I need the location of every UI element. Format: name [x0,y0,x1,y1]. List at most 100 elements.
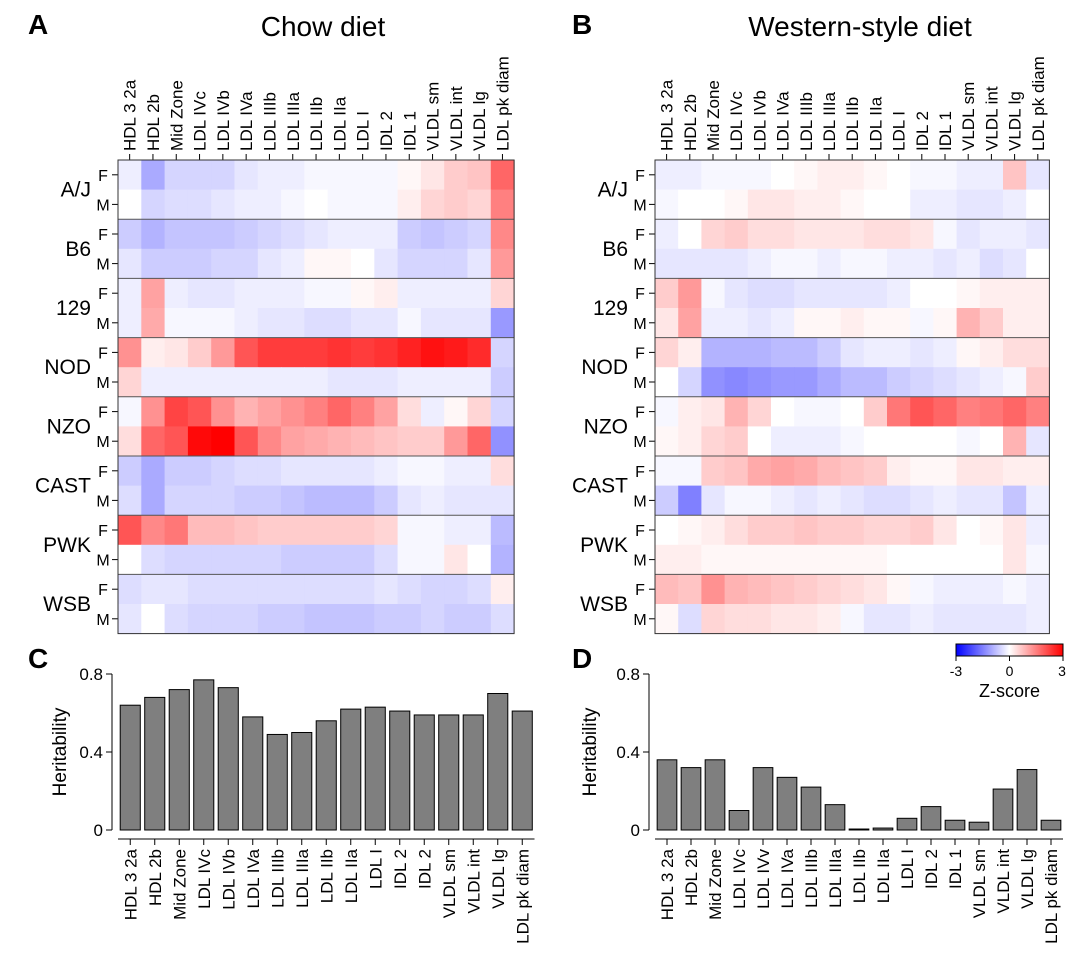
bar-idl-2 [413,714,435,831]
cell-nzo-f-ldl-ivb [211,396,235,427]
strain-label: NOD [581,356,628,379]
cell-b6-m-vldl-int [444,248,468,279]
strain-label: NOD [44,356,91,379]
cell-wsb-m-mid-zone [701,604,726,635]
cell-b6-f-ldl-pk-diam [1026,219,1050,250]
bar-mid-zone [704,759,726,831]
cell-nod-f-ldl-pk-diam [1026,337,1050,368]
x-tick-label: LDL IVc [195,849,214,909]
cell-cast-f-vldl-int [444,456,468,487]
cell-a-j-m-vldl-lg [1003,189,1027,220]
cell-129-m-idl-1 [933,308,958,339]
bar-ldl-ivv [752,767,774,831]
cell-nzo-f-mid-zone [701,396,726,427]
column-label: LDL I [354,111,373,151]
cell-cast-f-hdl-2b [678,456,702,487]
heatmap-title: Western-style diet [748,11,972,42]
cell-pwk-m-ldl-pk-diam [1026,544,1050,575]
cell-pwk-f-ldl-iiia [817,515,842,546]
cell-cast-f-ldl-ivc [187,456,212,487]
heatmap-cells [655,160,1050,635]
x-tick-label: LDL IVb [219,849,238,910]
cell-129-f-ldl-iib [304,278,329,309]
x-tick-label: HDL 3 2a [121,848,140,920]
cell-129-m-ldl-iiia [817,308,842,339]
column-label: LDL IIa [866,96,885,151]
cell-nod-m-ldl-iib [304,367,329,398]
cell-nod-m-ldl-pk-diam [490,367,515,398]
cell-cast-f-hdl-2b [141,456,166,487]
strain-label: PWK [43,534,91,557]
cell-cast-m-idl-2 [374,485,399,516]
strain-label: CAST [572,475,628,498]
cell-129-m-vldl-sm [420,308,445,339]
cell-wsb-f-ldl-iiib [257,574,282,605]
cell-pwk-m-ldl-iia [863,544,888,575]
cell-nzo-m-vldl-sm [956,426,981,457]
x-tick-label: LDL pk diam [513,849,532,944]
cell-nod-f-hdl-2b [678,337,702,368]
cell-nod-f-vldl-int [979,337,1004,368]
cell-pwk-m-ldl-i [351,544,375,575]
x-tick-label: LDL IVv [754,849,773,909]
cell-129-m-hdl-2b [141,308,166,339]
cell-nod-m-ldl-ivb [211,367,235,398]
cell-wsb-f-ldl-ivc [724,574,749,605]
cell-nod-m-mid-zone [701,367,726,398]
bar-ldl-ivc [728,810,750,831]
cell-nod-m-vldl-sm [420,367,445,398]
cell-pwk-f-hdl-3-2a [655,515,679,546]
cell-cast-f-ldl-ivc [724,456,749,487]
cell-cast-f-ldl-i [351,456,375,487]
cell-pwk-m-idl-1 [397,544,422,575]
bar-idl-1 [944,819,966,831]
cell-b6-m-ldl-iia [863,248,888,279]
cell-pwk-m-ldl-ivb [747,544,772,575]
cell-b6-m-ldl-ivc [187,248,212,279]
cell-a-j-m-ldl-ivb [747,189,772,220]
cell-cast-m-vldl-int [979,485,1004,516]
sex-label: M [96,197,109,214]
bar-hdl-2b [680,767,702,831]
x-tick-label: IDL 1 [946,849,965,889]
cell-129-m-ldl-iib [304,308,329,339]
x-tick-label: LDL IIb [850,849,869,903]
cell-a-j-m-ldl-iiib [257,189,282,220]
cell-129-m-mid-zone [701,308,726,339]
cell-pwk-f-ldl-pk-diam [490,515,515,546]
cell-b6-f-idl-2 [374,219,399,250]
cell-b6-f-ldl-iiia [817,219,842,250]
cell-a-j-f-ldl-iia [327,160,352,191]
cell-nod-m-vldl-sm [956,367,981,398]
cell-b6-m-ldl-iva [234,248,259,279]
cell-pwk-m-ldl-iib [304,544,329,575]
cell-129-f-ldl-iva [771,278,795,309]
bar-hdl-2b [144,696,166,831]
cell-129-m-ldl-iiia [281,308,305,339]
column-label: LDL IIIb [260,92,279,151]
cell-129-m-ldl-i [351,308,375,339]
cell-a-j-m-ldl-iib [840,189,865,220]
sex-label: M [633,612,646,629]
cell-nod-m-idl-2 [910,367,934,398]
cell-pwk-m-ldl-pk-diam [490,544,515,575]
cell-nzo-m-hdl-3-2a [655,426,679,457]
cell-129-f-ldl-iib [840,278,865,309]
cell-b6-f-mid-zone [164,219,189,250]
cell-cast-m-ldl-pk-diam [490,485,515,516]
panel-letter-a: A [28,9,48,40]
cell-a-j-f-ldl-iiib [257,160,282,191]
cell-wsb-m-hdl-2b [141,604,166,635]
sex-label: M [96,434,109,451]
cell-nzo-m-idl-2 [374,426,399,457]
heritability-western-chart: Heritability 0 0.4 0.8 HDL 3 2a HDL 2b Mid Z… [580,665,1063,944]
sex-label: M [633,316,646,333]
cell-129-m-idl-2 [374,308,399,339]
cell-b6-m-ldl-pk-diam [1026,248,1050,279]
cell-129-f-ldl-ivb [747,278,772,309]
sex-label: F [635,464,645,481]
cell-pwk-f-ldl-iib [840,515,865,546]
cell-nzo-m-ldl-pk-diam [1026,426,1050,457]
cell-pwk-m-ldl-iiia [281,544,305,575]
cell-pwk-f-vldl-lg [467,515,492,546]
